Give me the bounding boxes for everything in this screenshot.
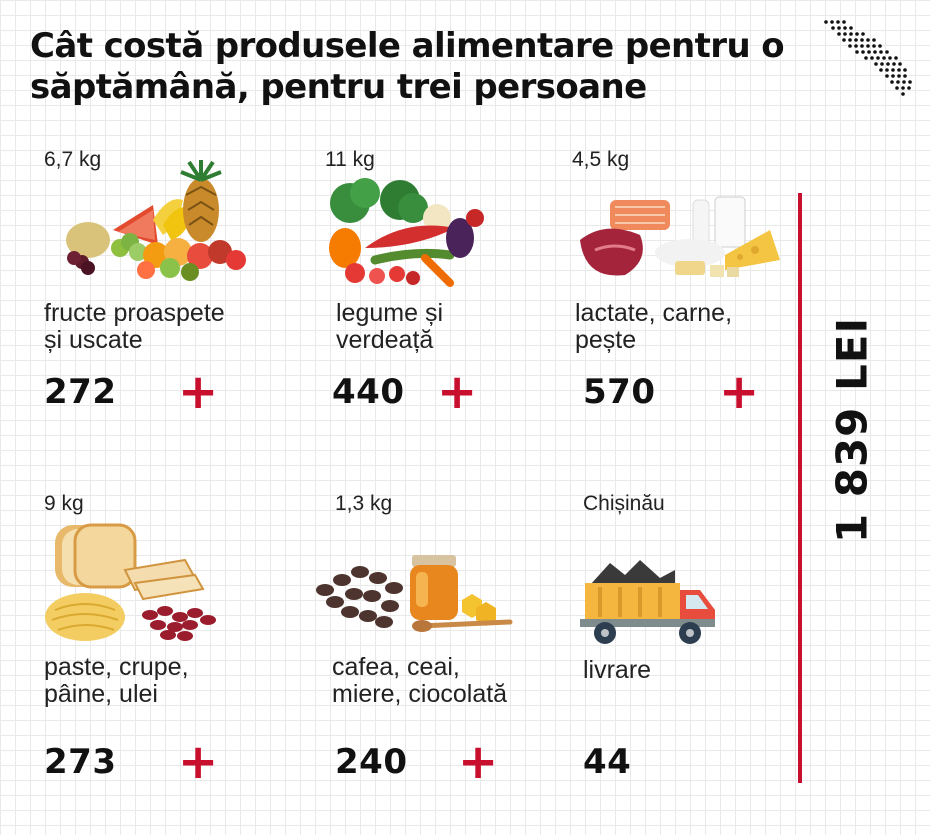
total-price: 1 839 LEI [827, 316, 877, 544]
name-delivery: livrare [583, 656, 652, 684]
weight-vegetables: 11 kg [325, 148, 375, 171]
name-bread: paste, crupe, pâine, ulei [44, 653, 189, 708]
name-vegetables: legume și verdeață [336, 299, 443, 354]
fruits-image [66, 160, 246, 281]
name-coffee: cafea, ceai, miere, ciocolată [332, 653, 508, 708]
coffee-honey-image [316, 555, 513, 632]
weight-fruits: 6,7 kg [44, 148, 102, 171]
vegetables-image [329, 178, 484, 287]
price-fruits: 272 [44, 372, 117, 412]
moldova-map-icon [824, 20, 912, 96]
plus-sign: + [719, 364, 760, 420]
bread-pasta-beans-image [45, 523, 216, 641]
delivery-city: Chișinău [583, 492, 665, 515]
dairy-meat-fish-image [580, 196, 780, 277]
weight-bread: 9 kg [44, 492, 84, 515]
plus-sign: + [437, 364, 478, 420]
price-delivery: 44 [583, 742, 632, 782]
name-fruits: fructe proaspete și uscate [44, 299, 225, 354]
price-dairy: 570 [583, 372, 656, 412]
weight-coffee: 1,3 kg [335, 492, 393, 515]
name-dairy: lactate, carne, pește [575, 299, 733, 354]
plus-sign: + [178, 734, 219, 790]
plus-sign: + [178, 364, 219, 420]
price-bread: 273 [44, 742, 117, 782]
price-vegetables: 440 [332, 372, 405, 412]
weight-dairy: 4,5 kg [572, 148, 630, 171]
page-title: Cât costă produsele alimentare pentru o … [30, 26, 785, 107]
delivery-truck-icon [580, 560, 715, 644]
total-divider-line [798, 193, 802, 783]
plus-sign: + [458, 734, 499, 790]
price-coffee: 240 [335, 742, 408, 782]
